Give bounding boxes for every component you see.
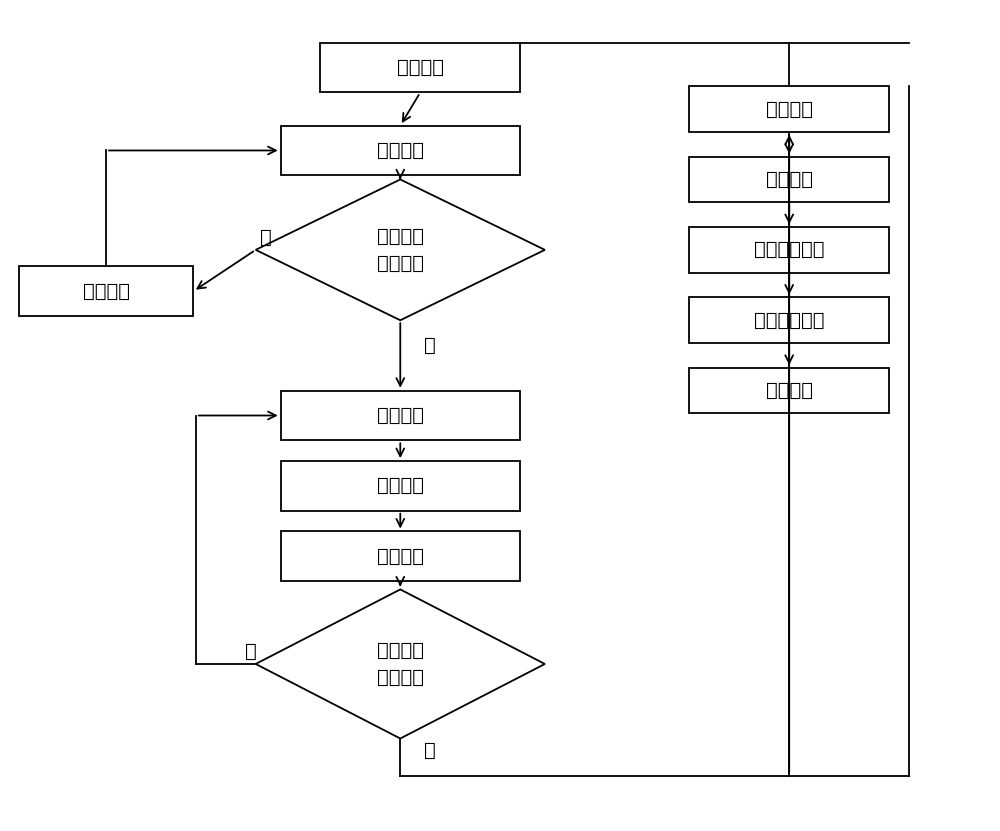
Text: 场景评估: 场景评估: [766, 170, 813, 189]
Bar: [320, 43, 520, 92]
Text: 数据检验: 数据检验: [377, 547, 424, 566]
Polygon shape: [256, 179, 545, 320]
Bar: [281, 461, 520, 511]
Text: 权重计算: 权重计算: [766, 100, 813, 119]
Bar: [281, 391, 520, 440]
Bar: [281, 125, 520, 175]
Bar: [689, 297, 889, 343]
Text: 数据输入: 数据输入: [377, 406, 424, 425]
Bar: [689, 368, 889, 414]
Text: 否: 否: [260, 228, 272, 247]
Text: 评估结果保存: 评估结果保存: [754, 240, 824, 259]
Polygon shape: [256, 589, 545, 739]
Bar: [19, 267, 193, 316]
Text: 数据处理: 数据处理: [377, 476, 424, 495]
Text: 场景编辑: 场景编辑: [83, 282, 130, 301]
Text: 数据是否
正确齐备: 数据是否 正确齐备: [377, 642, 424, 686]
Text: 启动软件: 启动软件: [397, 58, 444, 77]
Bar: [689, 157, 889, 202]
Bar: [689, 227, 889, 273]
Text: 是: 是: [424, 741, 436, 760]
Text: 是: 是: [424, 336, 436, 355]
Text: 场景是否
满足需求: 场景是否 满足需求: [377, 227, 424, 273]
Text: 退出软件: 退出软件: [766, 381, 813, 401]
Text: 评估报告输出: 评估报告输出: [754, 311, 824, 330]
Text: 否: 否: [245, 642, 257, 661]
Bar: [689, 86, 889, 132]
Bar: [281, 532, 520, 581]
Text: 场景选择: 场景选择: [377, 141, 424, 160]
